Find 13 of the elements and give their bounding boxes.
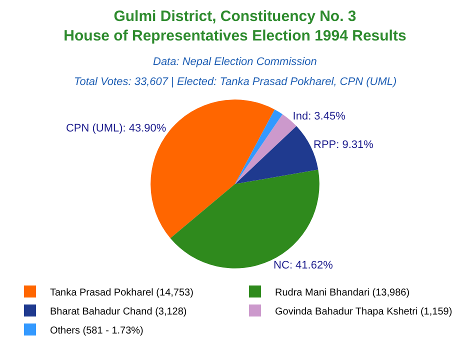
legend-label: Bharat Bahadur Chand (3,128) [50,306,187,318]
legend-label: Rudra Mani Bhandari (13,986) [275,287,410,298]
chart-title: Gulmi District, Constituency No. 3 House of Representatives Election 1994 Results [64,8,406,45]
legend-label: Govinda Bahadur Thapa Kshetri (1,159) [275,306,452,318]
data-label: CPN (UML): 43.90% [66,122,166,134]
data-label: NC: 41.62% [274,259,334,272]
data-label: RPP: 9.31% [314,139,374,152]
data-label: Ind: 3.45% [292,110,346,122]
pie-slice [235,109,283,184]
legend-label: Tanka Prasad Pokharel (14,753) [50,287,194,298]
chart-subtitle: Data: Nepal Election Commission [153,56,317,68]
text: Total Votes: 33,607 | Elected: Tanka Prasad Pokharel, CPN (UML) [74,76,397,88]
legend-label: Others (581 - 1.73%) [50,325,144,336]
